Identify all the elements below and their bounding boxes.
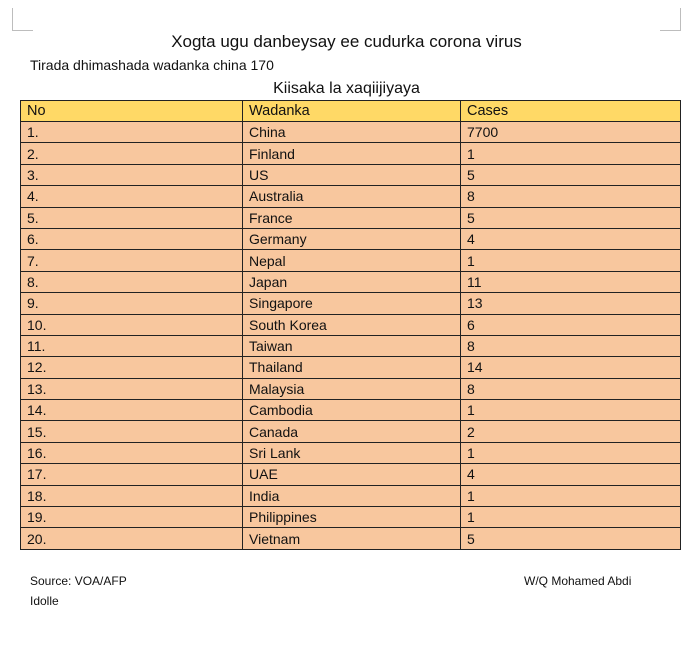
row-cases: 2 — [460, 420, 681, 443]
row-country: Sri Lank — [242, 441, 461, 465]
row-cases: 4 — [460, 463, 681, 486]
source-line: Source: VOA/AFP — [30, 574, 127, 588]
row-country: Malaysia — [242, 377, 461, 401]
page-corner-mark-right — [660, 8, 681, 31]
row-number: 2. — [20, 142, 243, 165]
table-row: 6. Germany 4 — [20, 227, 681, 251]
table-row: 18. India 1 — [20, 484, 681, 508]
page-title: Xogta ugu danbeysay ee cudurka corona vi… — [171, 32, 522, 51]
row-number: 12. — [20, 356, 243, 379]
table-row: 10. South Korea 6 — [20, 313, 681, 336]
row-cases: 1 — [460, 506, 681, 529]
row-cases: 4 — [460, 227, 681, 251]
table-row: 12. Thailand 14 — [20, 356, 681, 379]
row-number: 14. — [20, 399, 243, 422]
row-number: 4. — [20, 185, 243, 208]
row-number: 8. — [20, 270, 243, 294]
header-country: Wadanka — [242, 100, 461, 122]
row-country: Taiwan — [242, 334, 461, 358]
row-country: UAE — [242, 463, 461, 486]
row-country: China — [242, 120, 461, 144]
row-number: 13. — [20, 377, 243, 401]
row-country: US — [242, 163, 461, 187]
row-country: India — [242, 484, 461, 508]
row-cases: 5 — [460, 163, 681, 187]
table-row: 13. Malaysia 8 — [20, 377, 681, 401]
header-no: No — [20, 100, 243, 122]
row-number: 18. — [20, 484, 243, 508]
row-number: 7. — [20, 249, 243, 272]
row-cases: 11 — [460, 270, 681, 294]
table-row: 5. France 5 — [20, 206, 681, 229]
table-row: 9. Singapore 13 — [20, 292, 681, 315]
row-cases: 5 — [460, 206, 681, 229]
row-cases: 6 — [460, 313, 681, 336]
header-cases: Cases — [460, 100, 681, 122]
row-country: Vietnam — [242, 527, 461, 550]
row-number: 16. — [20, 441, 243, 465]
row-cases: 8 — [460, 377, 681, 401]
row-cases: 1 — [460, 142, 681, 165]
row-number: 10. — [20, 313, 243, 336]
row-cases: 1 — [460, 399, 681, 422]
source-note: Source: VOA/AFP Idolle — [30, 571, 127, 611]
row-number: 9. — [20, 292, 243, 315]
row-cases: 1 — [460, 484, 681, 508]
table-row: 19. Philippines 1 — [20, 506, 681, 529]
page-subtitle: Tirada dhimashada wadanka china 170 — [30, 57, 274, 73]
row-cases: 7700 — [460, 120, 681, 144]
row-number: 20. — [20, 527, 243, 550]
row-number: 6. — [20, 227, 243, 251]
table-row: 1. China 7700 — [20, 120, 681, 144]
row-number: 19. — [20, 506, 243, 529]
cases-table: No Wadanka Cases 1. China 7700 2. Finland 1 3.… — [20, 100, 681, 550]
row-country: Japan — [242, 270, 461, 294]
row-cases: 8 — [460, 334, 681, 358]
row-number: 15. — [20, 420, 243, 443]
row-number: 1. — [20, 120, 243, 144]
table-row: 15. Canada 2 — [20, 420, 681, 443]
row-country: Finland — [242, 142, 461, 165]
row-number: 3. — [20, 163, 243, 187]
row-cases: 5 — [460, 527, 681, 550]
table-row: 11. Taiwan 8 — [20, 334, 681, 358]
row-country: Canada — [242, 420, 461, 443]
row-cases: 14 — [460, 356, 681, 379]
table-row: 2. Finland 1 — [20, 142, 681, 165]
row-cases: 1 — [460, 441, 681, 465]
row-country: South Korea — [242, 313, 461, 336]
row-country: Philippines — [242, 506, 461, 529]
table-header-row: No Wadanka Cases — [20, 100, 681, 122]
row-country: France — [242, 206, 461, 229]
row-country: Cambodia — [242, 399, 461, 422]
table-row: 16. Sri Lank 1 — [20, 441, 681, 465]
row-cases: 13 — [460, 292, 681, 315]
table-caption: Kiisaka la xaqiijiyaya — [273, 80, 420, 97]
row-cases: 8 — [460, 185, 681, 208]
table-row: 3. US 5 — [20, 163, 681, 187]
row-country: Singapore — [242, 292, 461, 315]
author-credit: W/Q Mohamed Abdi — [524, 574, 632, 588]
row-number: 17. — [20, 463, 243, 486]
row-country: Germany — [242, 227, 461, 251]
table-row: 17. UAE 4 — [20, 463, 681, 486]
row-country: Nepal — [242, 249, 461, 272]
table-row: 4. Australia 8 — [20, 185, 681, 208]
row-country: Thailand — [242, 356, 461, 379]
table-row: 7. Nepal 1 — [20, 249, 681, 272]
table-row: 20. Vietnam 5 — [20, 527, 681, 550]
row-number: 5. — [20, 206, 243, 229]
table-body: 1. China 7700 2. Finland 1 3. US 5 4. Australia 8 5.… — [20, 120, 681, 550]
page-corner-mark-left — [12, 8, 33, 31]
table-row: 14. Cambodia 1 — [20, 399, 681, 422]
row-country: Australia — [242, 185, 461, 208]
table-row: 8. Japan 11 — [20, 270, 681, 294]
row-cases: 1 — [460, 249, 681, 272]
row-number: 11. — [20, 334, 243, 358]
source-publisher: Idolle — [30, 594, 59, 608]
